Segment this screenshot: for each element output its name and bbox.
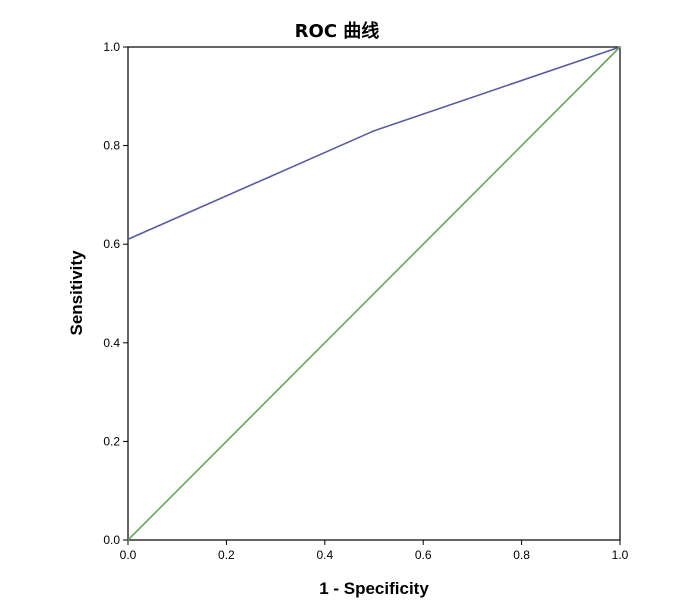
x-tick-label: 1.0	[612, 548, 629, 562]
y-tick-label: 0.4	[103, 336, 120, 350]
chart-title: ROC 曲线	[295, 20, 380, 42]
reference-diagonal-line	[127, 46, 621, 541]
roc-curve-line	[127, 46, 621, 241]
y-tick-label: 0.6	[103, 237, 120, 251]
y-tick-label: 1.0	[103, 40, 120, 54]
y-tick-label: 0.0	[103, 533, 120, 547]
y-axis-label: Sensitivity	[67, 250, 86, 336]
x-tick-label: 0.6	[415, 548, 432, 562]
x-tick-label: 0.8	[513, 548, 530, 562]
y-tick-label: 0.2	[103, 434, 120, 448]
x-tick-label: 0.0	[120, 548, 137, 562]
x-axis: 0.0 0.2 0.4 0.6 0.8 1.0	[120, 540, 629, 562]
x-axis-label: 1 - Specificity	[319, 579, 429, 598]
x-tick-label: 0.4	[316, 548, 333, 562]
x-tick-label: 0.2	[218, 548, 235, 562]
y-axis: 0.0 0.2 0.4 0.6 0.8 1.0	[103, 40, 128, 547]
y-tick-label: 0.8	[103, 139, 120, 153]
series-layer	[127, 46, 621, 541]
